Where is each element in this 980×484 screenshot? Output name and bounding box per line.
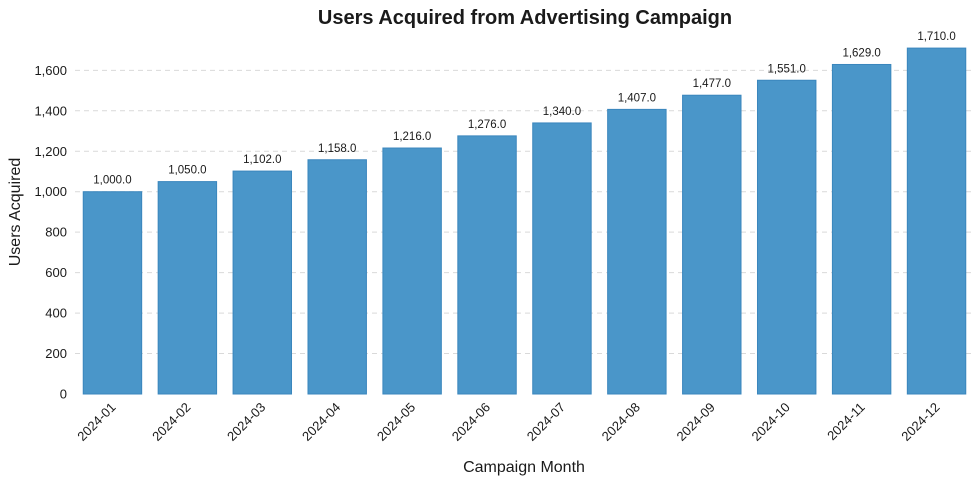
- y-tick-label: 1,400: [34, 103, 67, 118]
- data-labels: 1,000.0 1,050.0 1,102.0 1,158.0 1,216.0 1,276…: [93, 31, 955, 187]
- bar: [831, 63, 892, 395]
- data-label: 1,551.0: [768, 63, 806, 75]
- x-tick-label: 2024-11: [824, 400, 868, 444]
- x-tick-label: 2024-10: [748, 400, 792, 444]
- bars: [82, 47, 967, 395]
- bar: [532, 122, 592, 395]
- y-axis-ticks: 0 200 400 600 800 1,000 1,200 1,400 1,600: [34, 63, 67, 402]
- x-tick-label: 2024-09: [674, 400, 718, 444]
- data-label: 1,629.0: [842, 47, 880, 59]
- bar: [457, 135, 517, 395]
- data-label: 1,050.0: [168, 165, 206, 177]
- x-tick-label: 2024-08: [599, 400, 643, 444]
- data-label: 1,710.0: [917, 31, 955, 43]
- bar: [607, 108, 667, 395]
- bar: [906, 47, 967, 395]
- y-tick-label: 0: [60, 387, 67, 402]
- data-label: 1,000.0: [93, 175, 131, 187]
- x-axis-ticks: 2024-01 2024-02 2024-03 2024-04 2024-05 2024-…: [74, 400, 942, 444]
- data-label: 1,340.0: [543, 106, 581, 118]
- bar: [82, 191, 143, 395]
- data-label: 1,158.0: [318, 143, 356, 155]
- bar: [382, 147, 442, 395]
- bar: [157, 181, 218, 395]
- bar: [756, 79, 817, 395]
- x-tick-label: 2024-05: [374, 400, 418, 444]
- data-label: 1,216.0: [393, 131, 431, 143]
- y-tick-label: 600: [45, 265, 67, 280]
- data-label: 1,102.0: [243, 154, 281, 166]
- x-tick-label: 2024-07: [524, 400, 568, 444]
- y-tick-label: 1,000: [34, 184, 67, 199]
- x-tick-label: 2024-04: [299, 400, 343, 444]
- y-tick-label: 400: [45, 306, 67, 321]
- data-label: 1,477.0: [693, 78, 731, 90]
- gridlines: [75, 69, 974, 355]
- bar: [682, 94, 742, 395]
- x-tick-label: 2024-03: [224, 400, 268, 444]
- y-tick-label: 1,200: [34, 144, 67, 159]
- x-tick-label: 2024-01: [74, 400, 118, 444]
- x-axis-label: Campaign Month: [463, 459, 585, 476]
- x-tick-label: 2024-12: [898, 400, 942, 444]
- data-label: 1,407.0: [618, 92, 656, 104]
- bar: [307, 159, 367, 395]
- y-axis-label: Users Acquired: [7, 158, 24, 267]
- y-tick-label: 800: [45, 225, 67, 240]
- x-tick-label: 2024-06: [449, 400, 493, 444]
- x-tick-label: 2024-02: [149, 400, 193, 444]
- data-label: 1,276.0: [468, 119, 506, 131]
- y-tick-label: 200: [45, 346, 67, 361]
- chart-title: Users Acquired from Advertising Campaign: [318, 7, 732, 29]
- bar: [232, 170, 293, 395]
- y-tick-label: 1,600: [34, 63, 67, 78]
